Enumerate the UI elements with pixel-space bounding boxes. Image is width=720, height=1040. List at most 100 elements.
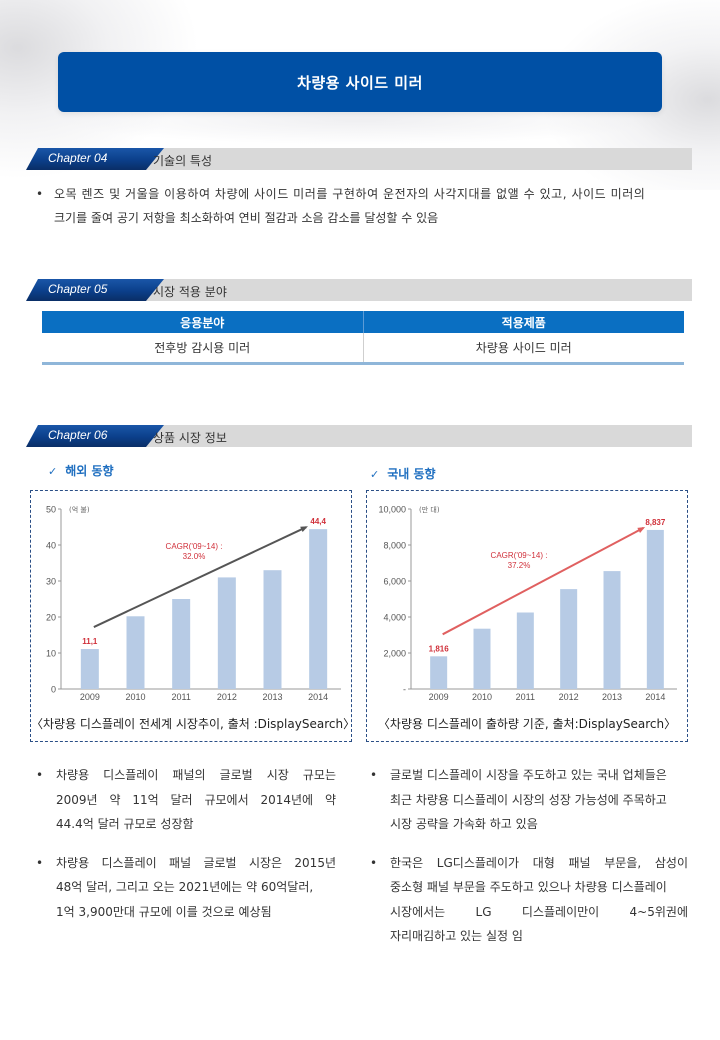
x-tick-label: 2012 [217, 692, 237, 702]
cagr-annotation: 37.2% [508, 561, 531, 570]
bar [80, 649, 99, 689]
x-tick-label: 2009 [80, 692, 100, 702]
y-tick-label: 10 [46, 649, 56, 659]
y-tick-label: 2,000 [383, 649, 406, 659]
y-tick-label: 10,000 [378, 505, 406, 515]
data-label: 1,816 [429, 644, 450, 653]
bar [430, 656, 448, 689]
domestic-trend-heading: ✓ 국내 동향 [370, 465, 436, 482]
x-tick-label: 2011 [171, 692, 190, 702]
global-market-chart: 0 10 20 30 40 50 (억 불) 2009 11,1 2010 2011 2012 2013… [30, 490, 355, 742]
chapter-title: 상품 시장 정보 [153, 431, 227, 445]
trend-arrow [93, 526, 307, 628]
chapter-06-header: Chapter 06 상품 시장 정보 [22, 425, 692, 447]
chapter-04-header: Chapter 04 기술의 특성 [22, 148, 692, 170]
chapter-badge-label: Chapter 05 [48, 282, 108, 296]
bullet-item: • 한국은 LG디스플레이가 대형 패널 부문을, 삼성이 중소형 패널 부문을… [370, 851, 688, 949]
data-label: 44,4 [310, 517, 326, 526]
bullet-line: 차량용 디스플레이 패널의 글로벌 시장 규모는 [56, 768, 336, 782]
unit-label: (만 대) [419, 505, 440, 514]
y-tick-label: 0 [51, 685, 56, 695]
y-tick-label: 8,000 [383, 541, 406, 551]
arrow-head-icon [300, 526, 308, 533]
y-tick-label: 30 [46, 577, 56, 587]
bar-chart-global: 0 10 20 30 40 50 (억 불) 2009 11,1 2010 2011 2012 2013… [46, 505, 341, 702]
tech-description: • 오목 렌즈 및 거울을 이용하여 차량에 사이드 미러를 구현하여 운전자의… [36, 182, 696, 230]
bar [309, 529, 328, 689]
bullet-line: 차량용 디스플레이 패널 글로벌 시장은 2015년 [56, 855, 336, 870]
cagr-annotation: CAGR('09~14) : [491, 551, 548, 560]
table-cell-field: 전후방 감시용 미러 [42, 333, 363, 365]
bullet-line: 시장에서는 LG 디스플레이만이 4~5위권에 [390, 904, 688, 919]
data-label: 8,837 [645, 518, 666, 527]
tech-line-2: 크기를 줄여 공기 저항을 최소화하여 연비 절감과 소음 감소를 달성할 수 … [54, 211, 439, 225]
data-label: 11,1 [82, 637, 98, 646]
bullet-line: 48억 달러, 그리고 오는 2021년에는 약 60억달러, [56, 880, 314, 894]
bullet-icon: • [370, 855, 378, 870]
y-tick-label: 40 [46, 541, 56, 551]
chapter-badge-label: Chapter 04 [48, 151, 108, 165]
cagr-annotation: CAGR('09~14) : [166, 542, 223, 551]
bullet-item: • 차량용 디스플레이 패널 글로벌 시장은 2015년 48억 달러, 그리고… [36, 851, 336, 925]
trend-arrow [442, 527, 644, 636]
bullet-line: 중소형 패널 부문을 주도하고 있으나 차량용 디스플레이 [390, 880, 667, 894]
bar [603, 571, 621, 689]
x-tick-label: 2013 [262, 692, 282, 702]
tech-line-1: 오목 렌즈 및 거울을 이용하여 차량에 사이드 미러를 구현하여 운전자의 사… [54, 187, 646, 201]
bullet-icon: • [370, 768, 378, 782]
x-tick-label: 2010 [125, 692, 145, 702]
table-row: 전후방 감시용 미러 차량용 사이드 미러 [42, 333, 684, 365]
x-tick-label: 2011 [516, 692, 535, 702]
bar [126, 616, 145, 689]
table-cell-product: 차량용 사이드 미러 [362, 333, 684, 365]
bar [172, 599, 191, 689]
domestic-shipment-chart: - 2,000 4,000 6,000 8,000 10,000 (만 대) 2009 1,81… [366, 490, 688, 742]
bullet-line: 글로벌 디스플레이 시장을 주도하고 있는 국내 업체들은 [390, 768, 667, 782]
chapter-badge [26, 148, 164, 170]
chapter-title: 기술의 특성 [153, 154, 213, 168]
unit-label: (억 불) [69, 505, 90, 514]
bar [516, 612, 534, 689]
bullet-icon: • [36, 855, 44, 870]
bar [646, 529, 664, 689]
bar-chart-shipment: - 2,000 4,000 6,000 8,000 10,000 (만 대) 2009 1,81… [378, 505, 677, 702]
x-tick-label: 2012 [559, 692, 579, 702]
check-icon: ✓ [48, 465, 58, 478]
y-tick-label: 50 [46, 505, 56, 515]
chapter-band [140, 148, 692, 170]
table-header-product: 적용제품 [362, 311, 684, 333]
y-tick-label: - [403, 685, 406, 695]
x-tick-label: 2010 [472, 692, 492, 702]
bullet-icon: • [36, 768, 44, 782]
chart-caption: 〈차량용 디스플레이 출하량 기준, 출처:DisplaySearch〉 [377, 717, 677, 731]
overseas-trend-heading: ✓ 해외 동향 [48, 462, 114, 479]
bullet-item: • 차량용 디스플레이 패널의 글로벌 시장 규모는 2009년 약 11억 달… [36, 763, 336, 837]
domestic-bullets: • 글로벌 디스플레이 시장을 주도하고 있는 국내 업체들은 최근 차량용 디… [370, 763, 688, 949]
page-title: 차량용 사이드 미러 [297, 73, 423, 92]
check-icon: ✓ [370, 468, 380, 481]
table-header-row: 응용분야 적용제품 [42, 311, 684, 333]
chapter-05-header: Chapter 05 시장 적용 분야 [22, 279, 692, 301]
x-tick-label: 2014 [308, 692, 328, 702]
bullet-item: • 글로벌 디스플레이 시장을 주도하고 있는 국내 업체들은 최근 차량용 디… [370, 763, 688, 837]
y-tick-label: 4,000 [383, 613, 406, 623]
bar [473, 628, 491, 689]
arrow-head-icon [637, 526, 646, 533]
chapter-band [140, 279, 692, 301]
chapter-title: 시장 적용 분야 [153, 285, 227, 299]
bullet-line: 시장 공략을 가속화 하고 있음 [390, 817, 538, 831]
x-tick-label: 2009 [429, 692, 449, 702]
page-title-bar: 차량용 사이드 미러 [58, 52, 662, 112]
bar [560, 589, 578, 689]
bullet-line: 최근 차량용 디스플레이 시장의 성장 가능성에 주목하고 [390, 792, 667, 807]
chapter-badge-label: Chapter 06 [48, 428, 108, 442]
chapter-band [140, 425, 692, 447]
bullet-line: 44.4억 달러 규모로 성장함 [56, 817, 194, 831]
chapter-badge [26, 425, 164, 447]
table-header-field: 응용분야 [42, 311, 363, 333]
x-tick-label: 2013 [602, 692, 622, 702]
bullet-line: 2009년 약 11억 달러 규모에서 2014년에 약 [56, 792, 336, 807]
x-tick-label: 2014 [645, 692, 665, 702]
chapter-badge [26, 279, 164, 301]
bullet-line: 1억 3,900만대 규모에 이를 것으로 예상됨 [56, 904, 272, 919]
